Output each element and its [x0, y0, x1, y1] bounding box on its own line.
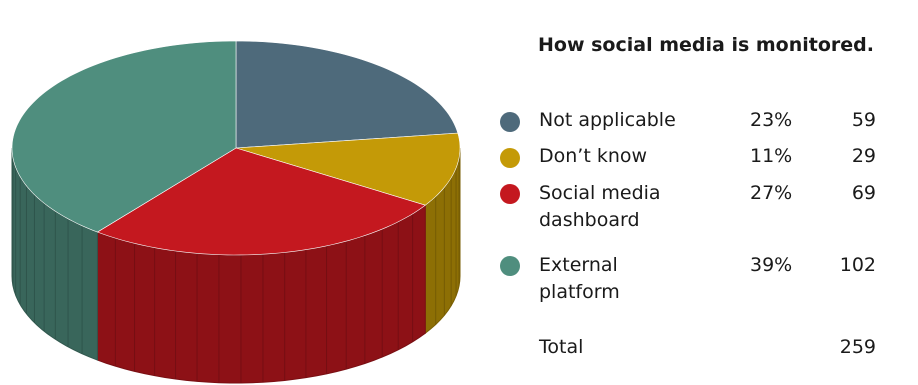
pie-slice-not-applicable	[235, 40, 459, 149]
legend-count-dont-know: 29	[851, 145, 876, 167]
legend-label-external-platform: External platform	[539, 254, 620, 303]
legend-swatch-social-media-dashboard	[500, 184, 520, 204]
legend-swatch-not-applicable	[500, 112, 520, 132]
legend-count-total: 259	[839, 336, 876, 358]
pie-slice-external-platform	[11, 40, 237, 233]
legend-label-total: Total	[539, 336, 584, 358]
legend-label-social-media-dashboard: Social media dashboard	[539, 182, 661, 231]
legend-swatch-dont-know	[500, 148, 520, 168]
legend-count-not-applicable: 59	[851, 109, 876, 131]
chart-title: How social media is monitored.	[538, 34, 874, 56]
legend-percent-dont-know: 11%	[750, 145, 793, 167]
legend-count-external-platform: 102	[839, 254, 876, 276]
legend-percent-social-media-dashboard: 27%	[750, 182, 793, 204]
legend-percent-external-platform: 39%	[750, 254, 793, 276]
pie-slice-social-media-dashboard	[96, 147, 426, 256]
pie-chart	[11, 40, 461, 384]
legend-swatch-external-platform	[500, 256, 520, 276]
legend-label-not-applicable: Not applicable	[539, 109, 676, 131]
legend-count-social-media-dashboard: 69	[851, 182, 876, 204]
pie-slice-dont-know	[235, 132, 461, 206]
legend-percent-not-applicable: 23%	[750, 109, 793, 131]
legend-label-dont-know: Don’t know	[539, 145, 648, 167]
